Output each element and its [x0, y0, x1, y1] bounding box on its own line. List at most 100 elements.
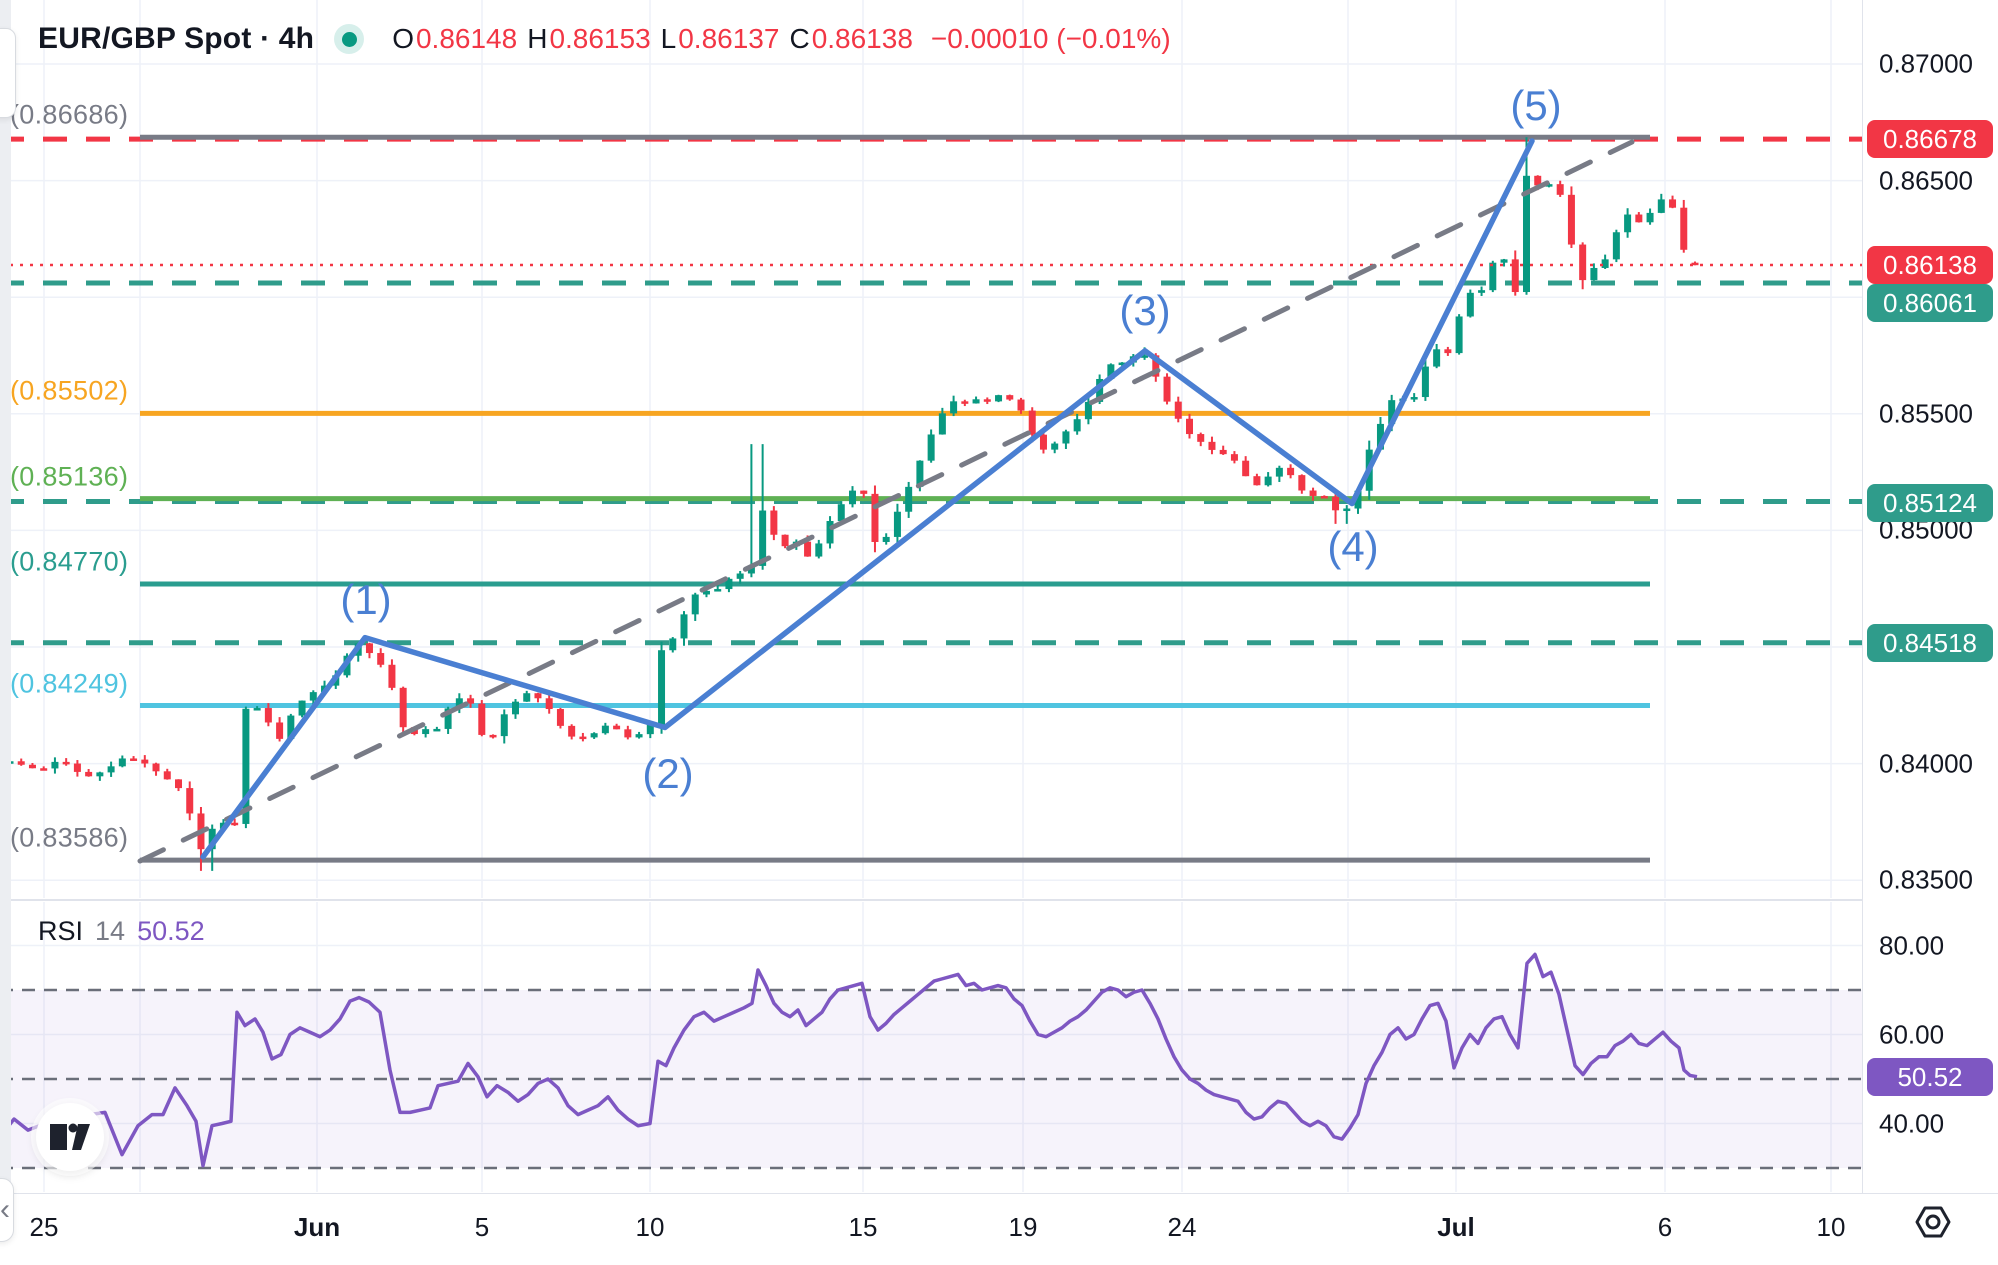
- candle-body: [905, 486, 913, 512]
- candle-body: [1590, 267, 1598, 281]
- candle-body: [1478, 290, 1486, 293]
- candle-body: [590, 733, 598, 738]
- trendline[interactable]: [137, 139, 1635, 864]
- candle-body: [1275, 467, 1283, 477]
- candle-body: [1141, 355, 1149, 358]
- candle-body: [893, 511, 901, 537]
- candle-body: [253, 708, 261, 711]
- price-axis-tick: 0.87000: [1879, 48, 1973, 79]
- candle-body: [545, 698, 553, 710]
- candle-body: [500, 714, 508, 737]
- candle-body: [972, 399, 980, 404]
- candle-body: [815, 543, 823, 557]
- price-axis-tick: 0.83500: [1879, 864, 1973, 895]
- candle-body: [680, 614, 688, 639]
- candle-body: [646, 724, 654, 735]
- candle-body: [927, 434, 935, 461]
- candle-body: [613, 725, 621, 730]
- candle-body: [601, 725, 609, 734]
- candle-body: [770, 510, 778, 535]
- time-axis-label: Jun: [293, 1212, 341, 1242]
- candle-body: [950, 401, 958, 414]
- candle-body: [208, 828, 216, 850]
- candle-body: [725, 578, 733, 590]
- candle-body: [1309, 490, 1317, 496]
- candle-body: [837, 504, 845, 522]
- candle-body: [276, 722, 284, 739]
- candle-body: [1006, 395, 1014, 400]
- candle-body: [1253, 476, 1261, 486]
- candle-body: [1680, 207, 1688, 250]
- toolbar-collapse-tab[interactable]: [0, 28, 16, 118]
- candle-body: [1556, 184, 1564, 195]
- time-axis-label: 6: [1657, 1212, 1673, 1242]
- candle-body: [73, 763, 81, 772]
- time-axis[interactable]: 25 Jun 5 10 15 19 24 Jul 6 10: [0, 1193, 1998, 1265]
- tradingview-logo[interactable]: [36, 1103, 104, 1171]
- candle-body: [669, 638, 677, 651]
- time-axis-label: Jul: [1437, 1212, 1475, 1242]
- rsi-axis-tick: 40.00: [1879, 1108, 1945, 1138]
- price-axis-tick: 0.86500: [1879, 165, 1973, 196]
- candle-body: [1635, 214, 1643, 223]
- candle-body: [1410, 397, 1418, 400]
- candle-body: [691, 594, 699, 615]
- candle-body: [826, 521, 834, 544]
- candle-body: [624, 729, 632, 738]
- candle-body: [1230, 454, 1238, 461]
- time-axis-label: 25: [29, 1212, 59, 1242]
- rsi-line: [0, 952, 1698, 1168]
- price-axis[interactable]: 0.87000 0.86500 0.85500 0.85000 0.84000 0.835…: [1862, 0, 1998, 1193]
- candle-body: [1601, 259, 1609, 268]
- price-axis-tick: 0.85500: [1879, 398, 1973, 429]
- candle-body: [1073, 419, 1081, 432]
- candle-body: [1152, 355, 1160, 377]
- candle-body: [478, 703, 486, 735]
- candle-body: [152, 763, 160, 772]
- candle-body: [1287, 467, 1295, 476]
- price-badge: 0.86678: [1867, 120, 1993, 158]
- candle-body: [849, 490, 856, 505]
- candle-body: [1051, 443, 1059, 450]
- candle-body: [961, 401, 969, 404]
- candle-body: [141, 759, 149, 764]
- candle-body: [983, 399, 991, 402]
- candle-body: [882, 536, 890, 542]
- rsi-axis-tick: 80.00: [1879, 930, 1945, 960]
- candle-body: [1017, 399, 1025, 411]
- candle-body: [1028, 410, 1036, 435]
- candle-body: [1624, 214, 1632, 233]
- candle-body: [388, 664, 396, 688]
- elliott-wave-line[interactable]: [200, 138, 1535, 860]
- candle-body: [1691, 262, 1699, 266]
- candle-body: [1343, 508, 1351, 512]
- candle-body: [6, 761, 14, 764]
- price-badge: 50.52: [1867, 1058, 1993, 1096]
- candle-body: [1039, 434, 1047, 450]
- candle-body: [995, 395, 1003, 402]
- candle-body: [781, 534, 789, 547]
- candle-body: [1466, 292, 1474, 317]
- price-badge: 0.86061: [1867, 284, 1993, 322]
- candle-body: [1489, 262, 1497, 291]
- candle-body: [1579, 244, 1587, 281]
- rsi-axis-tick: 60.00: [1879, 1019, 1945, 1049]
- price-badge: 0.85124: [1867, 484, 1993, 522]
- candle-body: [399, 687, 407, 728]
- settings-button[interactable]: [1908, 1200, 1958, 1246]
- candle-body: [1186, 418, 1193, 435]
- hexagon-settings-icon: [1915, 1206, 1951, 1237]
- candle-body: [298, 700, 306, 716]
- candle-body: [1523, 175, 1530, 293]
- candle-body: [28, 764, 36, 769]
- time-axis-label: 5: [474, 1212, 490, 1242]
- candle-body: [1444, 349, 1452, 354]
- candle-body: [1612, 232, 1620, 260]
- candle-body: [871, 493, 879, 542]
- candle-body: [1421, 366, 1429, 398]
- candle-body: [635, 734, 643, 738]
- panel-collapse-tab[interactable]: ‹: [0, 1178, 14, 1242]
- chevron-left-icon: ‹: [0, 1193, 10, 1226]
- candle-body: [568, 725, 576, 737]
